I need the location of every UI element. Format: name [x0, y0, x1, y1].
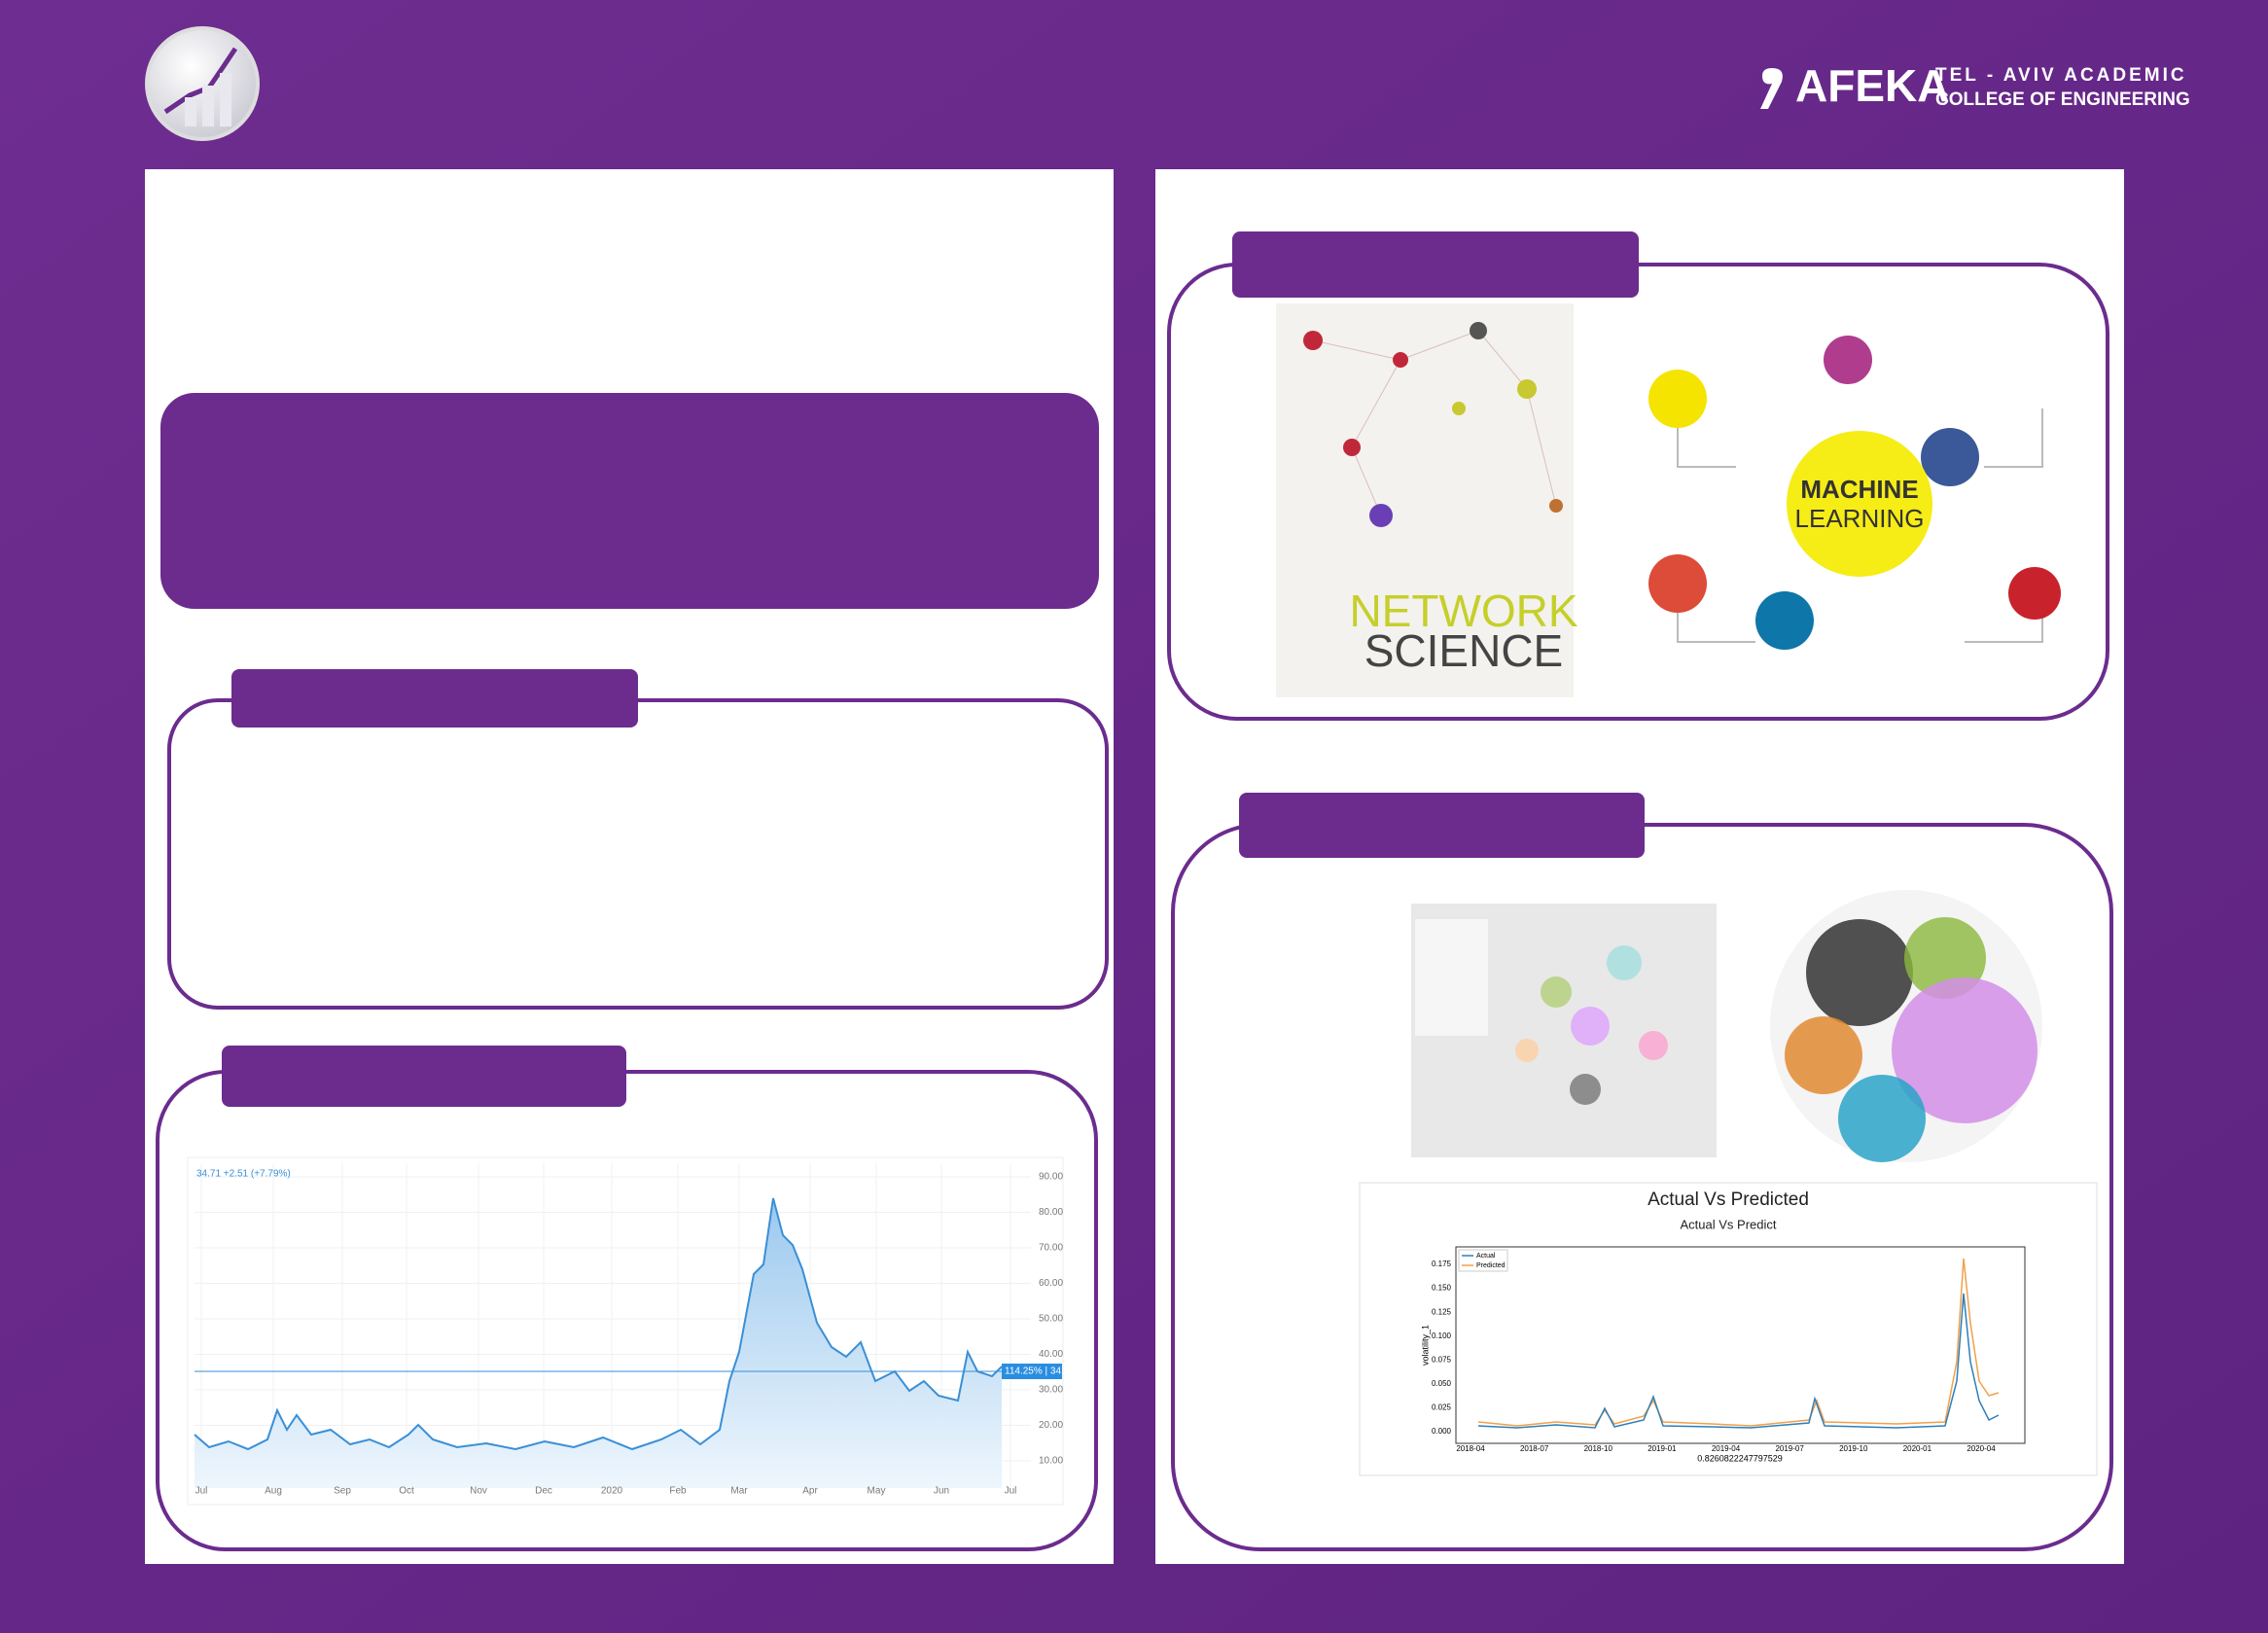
- section-tab: [222, 1046, 626, 1107]
- x-tick-label: Sep: [334, 1486, 351, 1497]
- y-tick-label: 0.075: [1432, 1355, 1452, 1364]
- ml-icon: [1824, 336, 1872, 384]
- x-tick-label: Jun: [934, 1486, 949, 1497]
- prediction-subtitle: Actual Vs Predict: [1681, 1217, 1777, 1231]
- prediction-plot: [1455, 1246, 2026, 1444]
- y-tick-label: 0.175: [1432, 1260, 1452, 1268]
- x-tick-label: 2019-10: [1839, 1444, 1868, 1453]
- college-line: COLLEGE OF ENGINEERING: [1935, 89, 2190, 110]
- x-tick-label: Dec: [535, 1486, 552, 1497]
- y-tick-label: 0.050: [1432, 1379, 1452, 1388]
- x-tick-label: 2019-04: [1712, 1444, 1741, 1453]
- y-tick-label: 0.025: [1432, 1403, 1452, 1412]
- x-tick-label: 2020: [601, 1486, 623, 1497]
- prediction-title: Actual Vs Predicted: [1648, 1189, 1809, 1210]
- y-tick-label: 60.00: [1039, 1278, 1063, 1289]
- ml-connectors: [1677, 408, 2043, 643]
- y-tick-label: 80.00: [1039, 1207, 1063, 1218]
- legend-label: Predicted: [1476, 1262, 1506, 1269]
- ml-icon: [1921, 428, 1979, 486]
- book-title: SCIENCE: [1364, 625, 1563, 676]
- x-tick-label: Mar: [730, 1486, 748, 1497]
- price-badge-label: 114.25% | 34.71: [1005, 1367, 1075, 1377]
- ml-icon: [1755, 591, 1814, 650]
- x-tick-label: 2020-04: [1967, 1444, 1996, 1453]
- ml-core: [1787, 431, 1932, 577]
- ml-icon: [1648, 370, 1707, 428]
- x-tick-label: May: [868, 1486, 886, 1497]
- x-tick-label: Jul: [1005, 1486, 1017, 1497]
- x-tick-label: 2018-10: [1584, 1444, 1613, 1453]
- x-tick-label: 2019-07: [1775, 1444, 1804, 1453]
- legend-label: Actual: [1476, 1253, 1496, 1260]
- y-tick-label: 40.00: [1039, 1349, 1063, 1360]
- prediction-ylabel: volatility_1: [1420, 1325, 1430, 1366]
- y-tick-label: 0.100: [1432, 1331, 1452, 1340]
- section-tab: [231, 669, 638, 728]
- x-tick-label: 2020-01: [1903, 1444, 1932, 1453]
- book-cover: [1276, 303, 1574, 697]
- x-tick-label: 2019-01: [1648, 1444, 1677, 1453]
- x-tick-label: 2018-04: [1456, 1444, 1485, 1453]
- y-tick-label: 90.00: [1039, 1172, 1063, 1183]
- section-tab: [1239, 793, 1645, 858]
- prediction-xlabel: 0.8260822247797529: [1697, 1453, 1783, 1463]
- screenshot-sidebar: [1415, 919, 1488, 1036]
- x-tick-label: Jul: [195, 1486, 208, 1497]
- actual-line: [1477, 1293, 2000, 1429]
- book-title: NETWORK: [1349, 586, 1577, 636]
- logo-name: AFEKA: [1795, 60, 1949, 111]
- logo-bars: [185, 73, 231, 126]
- y-tick-label: 70.00: [1039, 1243, 1063, 1254]
- book-nodes: [1303, 322, 1563, 527]
- book-network: [1312, 330, 1557, 516]
- ml-title: LEARNING: [1795, 504, 1925, 533]
- x-tick-label: Nov: [470, 1486, 487, 1497]
- cluster-graph: [1770, 890, 2042, 1162]
- x-tick-label: 2018-07: [1520, 1444, 1549, 1453]
- college-line: TEL - AVIV ACADEMIC: [1935, 65, 2187, 86]
- section-box: [156, 1070, 1098, 1551]
- y-tick-label: 0.125: [1432, 1307, 1452, 1316]
- price-badge: [1002, 1364, 1062, 1379]
- stock-quote: 34.71 +2.51 (+7.79%): [196, 1169, 291, 1180]
- screenshot-clusters: [1515, 945, 1668, 1105]
- y-tick-label: 0.150: [1432, 1284, 1452, 1293]
- x-tick-label: Aug: [265, 1486, 282, 1497]
- y-tick-label: 50.00: [1039, 1314, 1063, 1325]
- y-tick-label: 20.00: [1039, 1420, 1063, 1431]
- ml-icon: [2008, 567, 2061, 620]
- ml-title: MACHINE: [1800, 475, 1918, 504]
- x-tick-label: Feb: [669, 1486, 687, 1497]
- title-box: [160, 393, 1099, 609]
- afeka-mark: [1760, 68, 1783, 109]
- y-tick-label: 30.00: [1039, 1385, 1063, 1396]
- ml-icon: [1648, 554, 1707, 613]
- x-tick-label: Oct: [399, 1486, 414, 1497]
- y-tick-label: 10.00: [1039, 1456, 1063, 1467]
- y-tick-label: 0.000: [1432, 1427, 1452, 1436]
- x-tick-label: Apr: [802, 1486, 818, 1497]
- section-tab: [1232, 231, 1639, 298]
- stock-area: [195, 1198, 1002, 1488]
